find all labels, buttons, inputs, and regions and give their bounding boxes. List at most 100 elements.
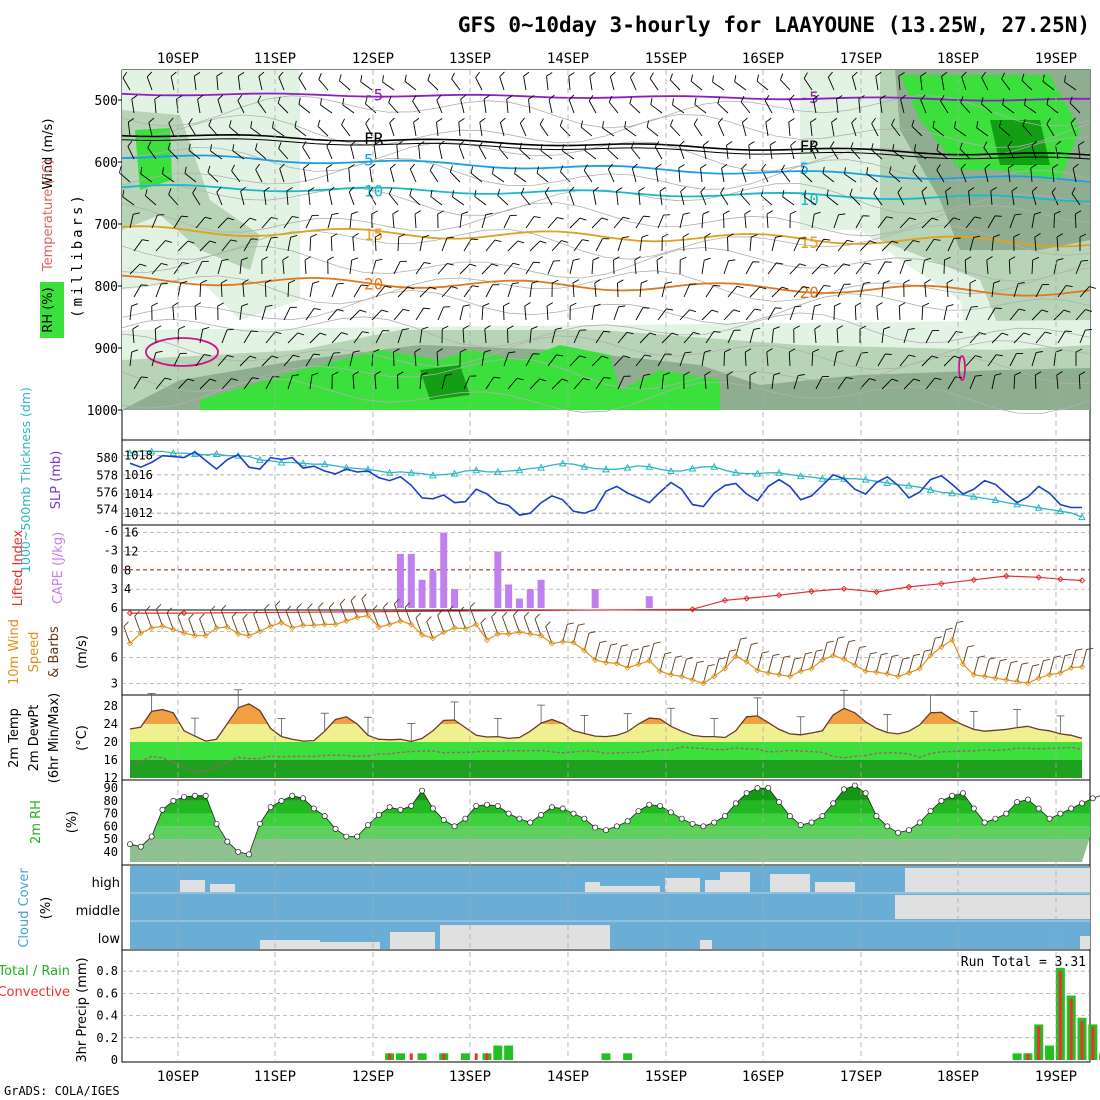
isotherm-label: -5 bbox=[364, 85, 383, 104]
cloud-block bbox=[260, 940, 320, 949]
wind-barb bbox=[364, 97, 377, 114]
wind-barb bbox=[498, 141, 509, 160]
rh2m-point bbox=[159, 806, 166, 813]
rh2m-point bbox=[1057, 810, 1064, 817]
wind-barb bbox=[216, 186, 223, 206]
wind-barb bbox=[193, 72, 201, 91]
temp2m-series-line bbox=[129, 703, 1083, 743]
wind10m-barb bbox=[886, 654, 899, 674]
pressure-tick-900: 900 bbox=[95, 342, 118, 357]
wind10m-barb bbox=[242, 613, 250, 636]
thickness-point bbox=[493, 467, 502, 475]
wind-barb bbox=[371, 349, 380, 367]
thickness-point bbox=[580, 462, 589, 470]
wind-barb bbox=[981, 71, 989, 91]
wind-barb bbox=[871, 117, 879, 137]
rh-band bbox=[130, 785, 1090, 801]
wind-barb bbox=[1022, 119, 1033, 137]
wind-barb bbox=[639, 332, 657, 344]
wind-barb bbox=[815, 284, 831, 298]
wind-barb bbox=[525, 261, 541, 275]
wind-barb bbox=[170, 71, 177, 91]
top-day-label: 10SEP bbox=[157, 51, 199, 67]
wind-barb bbox=[669, 73, 681, 91]
wind-barb bbox=[1074, 210, 1082, 229]
wind10m-barb bbox=[383, 602, 391, 625]
wind-barb bbox=[539, 118, 549, 137]
wind10m-point bbox=[1024, 680, 1031, 687]
wind-barb bbox=[255, 163, 263, 183]
wind-barb bbox=[506, 95, 513, 114]
wind10m-point bbox=[895, 673, 902, 680]
wind-barb bbox=[462, 325, 470, 344]
wind-barb bbox=[239, 257, 248, 275]
pressure-tick-500: 500 bbox=[95, 94, 118, 109]
wind10m-point bbox=[516, 629, 523, 636]
rh2m-point bbox=[181, 794, 188, 800]
wind-barb bbox=[551, 279, 559, 298]
li-point bbox=[689, 606, 696, 613]
wind-barb bbox=[609, 71, 616, 91]
wind-barb bbox=[1013, 233, 1020, 252]
wind-barb bbox=[749, 327, 761, 344]
wind-barb bbox=[303, 163, 310, 183]
wind-barb bbox=[1078, 371, 1086, 390]
wind-barb bbox=[261, 216, 278, 229]
wind-barb bbox=[148, 117, 155, 137]
wind10m-point bbox=[657, 668, 664, 675]
wind10m-point bbox=[310, 622, 317, 629]
rh2m-point bbox=[960, 790, 966, 797]
rh2m-point bbox=[667, 809, 674, 816]
rh-legend-swatch bbox=[40, 282, 64, 338]
wind-barb bbox=[371, 309, 389, 321]
wind-barb bbox=[723, 348, 731, 367]
temp-tick: 28 bbox=[104, 699, 118, 713]
wind-barb bbox=[932, 120, 945, 137]
wind-barb bbox=[991, 332, 1009, 344]
wind-barb bbox=[892, 144, 905, 160]
precip-conv-bar bbox=[1080, 1021, 1084, 1060]
wind-barb bbox=[613, 305, 626, 321]
wind10m-barb bbox=[123, 621, 131, 644]
wind-barb bbox=[481, 263, 499, 275]
wind-barb bbox=[591, 303, 601, 321]
wind-barb bbox=[654, 140, 663, 160]
wind10m-point bbox=[570, 639, 577, 646]
wind-barb bbox=[870, 143, 883, 160]
thickness-point bbox=[299, 459, 307, 467]
wind-barb bbox=[1031, 351, 1043, 367]
wind10m-point bbox=[548, 640, 555, 647]
wind-barb bbox=[151, 350, 163, 367]
wind-barb bbox=[810, 118, 817, 137]
wind-barb bbox=[694, 97, 707, 114]
wind10m-point bbox=[786, 673, 793, 680]
wind10m-point bbox=[375, 623, 382, 631]
temp-tick: 12 bbox=[104, 771, 118, 785]
wind-barb bbox=[811, 348, 820, 367]
wind-barb bbox=[221, 239, 238, 252]
li-point bbox=[721, 597, 729, 604]
wind-barb bbox=[766, 348, 773, 367]
wind-barb bbox=[987, 215, 1002, 229]
wind-barb bbox=[304, 256, 312, 275]
wind-barb bbox=[188, 143, 201, 160]
wind-barb bbox=[1057, 285, 1073, 298]
wind-barb bbox=[607, 163, 615, 183]
wind10m-barb bbox=[919, 649, 932, 669]
wind-barb bbox=[903, 279, 910, 298]
wind-barb bbox=[287, 332, 305, 344]
wind-barb bbox=[682, 233, 690, 252]
wind-barb bbox=[195, 216, 212, 229]
wind-barb bbox=[131, 94, 138, 114]
wind-barb bbox=[520, 187, 531, 206]
wind10m-point bbox=[905, 669, 912, 676]
wind-barb bbox=[348, 186, 355, 206]
wind-barb bbox=[592, 186, 599, 206]
bottom-day-label: 18SEP bbox=[937, 1069, 979, 1085]
precip-panel-frame bbox=[121, 949, 1091, 1063]
wind-barb bbox=[492, 167, 505, 183]
wind-barb bbox=[188, 118, 197, 137]
wind-barb bbox=[723, 210, 730, 229]
li-point bbox=[743, 595, 750, 602]
wind-barb bbox=[756, 74, 769, 91]
